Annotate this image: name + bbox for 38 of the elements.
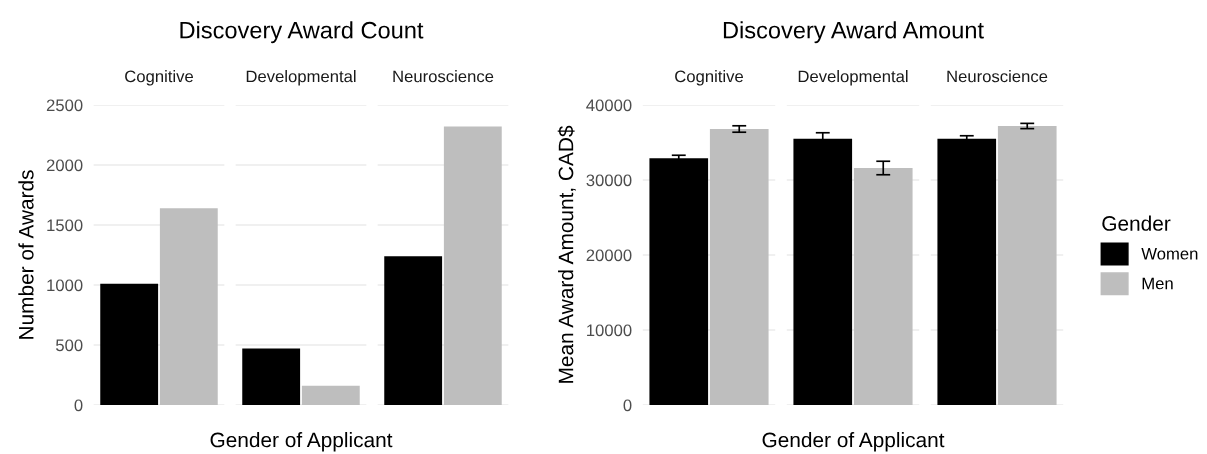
x-tick-label: Neuroscience xyxy=(393,70,494,83)
y-tick-label: 30000 xyxy=(586,174,632,187)
bar xyxy=(159,208,218,405)
bar xyxy=(853,168,913,405)
y-axis-title: Number of Awards xyxy=(18,170,34,339)
bar xyxy=(997,126,1057,405)
x-tick-label: Neuroscience xyxy=(947,70,1048,83)
x-tick-label: Developmental xyxy=(798,70,908,86)
y-tick-label: 40000 xyxy=(586,99,632,112)
bar xyxy=(301,385,360,405)
chart-title: Discovery Award Count xyxy=(180,21,424,44)
bar xyxy=(384,256,443,405)
y-tick-label: 2000 xyxy=(46,159,83,172)
x-tick-label: Cognitive xyxy=(125,70,193,86)
y-tick-label: 0 xyxy=(74,399,83,412)
y-tick-label: 1500 xyxy=(47,219,83,232)
bar xyxy=(242,348,301,405)
y-tick-label: 10000 xyxy=(587,324,632,337)
y-tick-label: 0 xyxy=(623,399,632,412)
y-tick-label: 1000 xyxy=(47,279,83,292)
bar xyxy=(793,138,853,405)
x-tick-label: Developmental xyxy=(246,70,356,86)
x-axis-title: Gender of Applicant xyxy=(762,432,945,452)
bar xyxy=(937,138,997,405)
bar xyxy=(649,158,709,405)
legend-title: Gender xyxy=(1102,215,1171,231)
bar xyxy=(443,126,502,405)
x-axis-title: Gender of Applicant xyxy=(210,432,393,452)
legend-label: Women xyxy=(1141,247,1198,260)
bar xyxy=(100,283,159,405)
legend-label: Men xyxy=(1142,277,1173,290)
y-axis-title: Mean Award Amount, CAD$ xyxy=(557,125,576,383)
bar xyxy=(709,129,769,405)
y-tick-label: 20000 xyxy=(586,249,632,262)
chart-title: Discovery Award Amount xyxy=(723,21,984,44)
y-tick-label: 500 xyxy=(56,339,83,352)
y-tick-label: 2500 xyxy=(46,99,83,112)
x-tick-label: Cognitive xyxy=(675,70,743,86)
